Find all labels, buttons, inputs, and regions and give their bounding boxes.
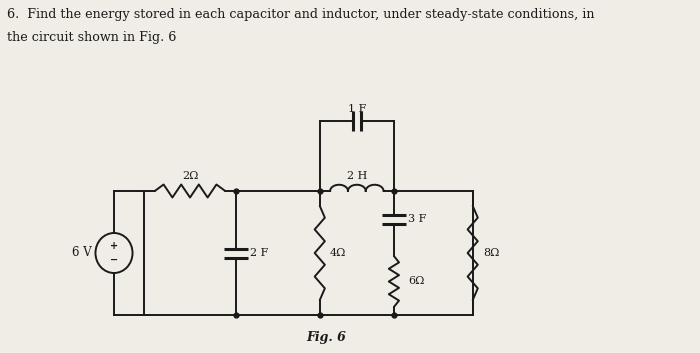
Text: 6.  Find the energy stored in each capacitor and inductor, under steady-state co: 6. Find the energy stored in each capaci… bbox=[8, 8, 595, 21]
Text: 4Ω: 4Ω bbox=[330, 248, 346, 258]
Text: 2 H: 2 H bbox=[346, 171, 367, 181]
Text: 2 F: 2 F bbox=[251, 248, 269, 258]
Text: 8Ω: 8Ω bbox=[483, 248, 499, 258]
Text: the circuit shown in Fig. 6: the circuit shown in Fig. 6 bbox=[8, 31, 177, 44]
Text: +: + bbox=[110, 241, 118, 251]
Text: 2Ω: 2Ω bbox=[182, 171, 198, 181]
Text: 3 F: 3 F bbox=[408, 215, 426, 225]
Text: 6Ω: 6Ω bbox=[408, 276, 424, 287]
Text: Fig. 6: Fig. 6 bbox=[307, 331, 346, 344]
Text: −: − bbox=[110, 255, 118, 265]
Text: 1 F: 1 F bbox=[348, 104, 366, 114]
Text: 6 V: 6 V bbox=[72, 246, 92, 259]
